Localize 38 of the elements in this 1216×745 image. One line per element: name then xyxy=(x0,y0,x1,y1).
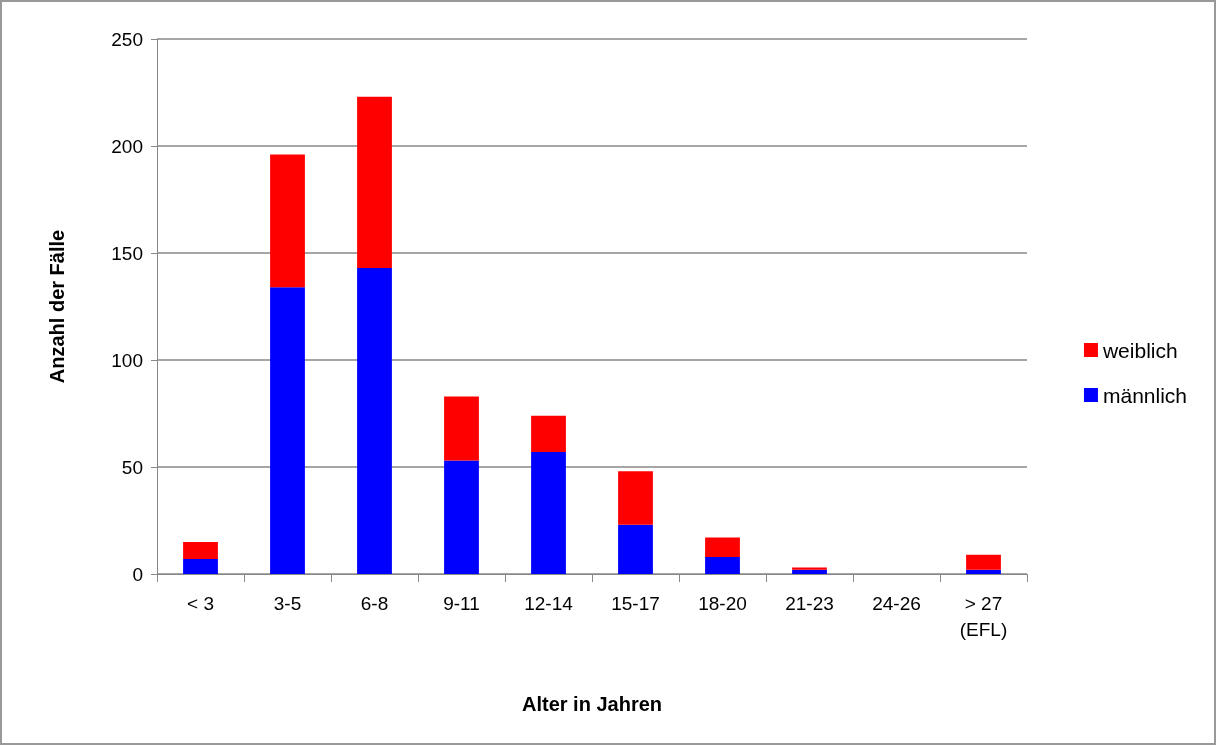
y-tick-label: 0 xyxy=(132,563,143,585)
legend-label: weiblich xyxy=(1101,338,1178,362)
bar xyxy=(444,396,479,461)
bar xyxy=(792,569,827,574)
y-tick-label: 200 xyxy=(111,135,143,157)
bar xyxy=(270,154,305,288)
bar xyxy=(618,471,653,525)
bar xyxy=(966,569,1001,574)
y-tick-label: 150 xyxy=(111,242,143,264)
x-tick-label: 18-20 xyxy=(698,592,747,614)
x-axis-title: Alter in Jahren xyxy=(521,693,663,715)
bar xyxy=(357,267,392,574)
y-tick-label: 250 xyxy=(111,28,143,50)
x-tick-label: 15-17 xyxy=(611,592,660,614)
bar xyxy=(183,559,218,574)
y-axis-title: Anzahl der Fälle xyxy=(46,229,68,384)
bar xyxy=(618,524,653,574)
bar xyxy=(792,567,827,570)
x-tick-label: < 3 xyxy=(187,592,214,614)
x-tick-label: > 27 (EFL) xyxy=(959,592,1008,640)
bar xyxy=(444,460,479,574)
bar xyxy=(966,554,1001,570)
bar xyxy=(531,452,566,574)
x-tick-label: 21-23 xyxy=(785,592,834,614)
y-tick-label: 50 xyxy=(121,456,143,478)
bar xyxy=(705,556,740,574)
bar xyxy=(531,415,566,453)
x-tick-label: 9-11 xyxy=(443,592,480,614)
legend-label: männlich xyxy=(1102,383,1188,407)
bar xyxy=(270,287,305,574)
x-tick-label: 3-5 xyxy=(273,592,302,614)
y-tick-label: 100 xyxy=(111,349,143,371)
bar xyxy=(183,541,218,560)
x-tick-label: 24-26 xyxy=(872,592,921,614)
bar xyxy=(705,537,740,557)
x-tick-label: 12-14 xyxy=(524,592,574,614)
x-tick-label: 6-8 xyxy=(360,592,389,614)
bar xyxy=(357,96,392,268)
